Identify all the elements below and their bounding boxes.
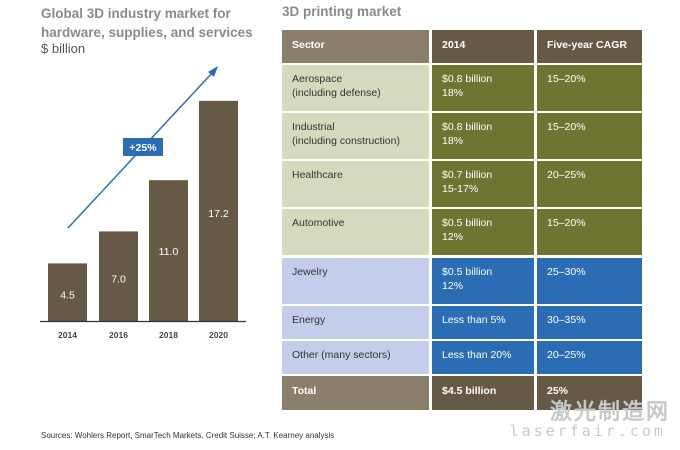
table-row-cagr: 15–20% <box>537 209 642 255</box>
bar-2014 <box>48 263 87 321</box>
table-row-value: $0.5 billion 12% <box>432 258 534 304</box>
watermark-logo: 激光制造网 <box>549 399 670 424</box>
table-row-cagr: 15–20% <box>537 113 642 159</box>
data-label: 11.0 <box>159 246 179 258</box>
table-row-value: $0.8 billion 18% <box>432 65 534 111</box>
table-row-cagr: 25–30% <box>537 258 642 304</box>
table-row-value: $0.8 billion 18% <box>432 113 534 159</box>
table-row-value: Less than 20% <box>432 341 534 374</box>
table-row-sector: Aerospace (including defense) <box>282 65 429 111</box>
data-label: 17.2 <box>208 208 229 220</box>
chart-unit: $ billion <box>41 41 86 56</box>
table-row-value: $0.7 billion 15-17% <box>432 161 534 207</box>
total-label: Total <box>282 376 429 410</box>
header-2014: 2014 <box>432 30 534 63</box>
x-tick-label: 2020 <box>209 330 228 340</box>
cagr-badge-label: +25% <box>129 142 157 154</box>
bar-2018 <box>149 180 188 321</box>
cagr-badge <box>123 138 163 156</box>
footnote: Sources: Wohlers Report, SmarTech Market… <box>41 431 335 440</box>
table-row-value: $0.5 billion 12% <box>432 209 534 255</box>
chart-title: Global 3D industry market for hardware, … <box>41 6 253 40</box>
bar-2020 <box>199 100 238 321</box>
bar-2016 <box>99 231 138 321</box>
x-tick-label: 2018 <box>159 330 178 340</box>
table-row-sector: Jewelry <box>282 258 429 304</box>
bar-chart: 4.5 2014 7.0 2016 11.0 2018 17.2 2020 +25% <box>40 66 246 340</box>
data-label: 4.5 <box>60 289 75 301</box>
table-row-cagr: 20–25% <box>537 341 642 374</box>
x-tick-label: 2016 <box>109 330 128 340</box>
x-tick-label: 2014 <box>58 330 77 340</box>
table-row-cagr: 30–35% <box>537 306 642 339</box>
header-sector: Sector <box>282 30 429 63</box>
table-row-sector: Healthcare <box>282 161 429 207</box>
total-cagr: 25% <box>537 376 642 410</box>
total-value: $4.5 billion <box>432 376 534 410</box>
table-row-sector: Automotive <box>282 209 429 255</box>
table-row-sector: Other (many sectors) <box>282 341 429 374</box>
header-cagr: Five-year CAGR <box>537 30 642 63</box>
data-label: 7.0 <box>111 273 126 285</box>
table-title: 3D printing market <box>282 4 402 19</box>
table-row-sector: Industrial (including construction) <box>282 113 429 159</box>
arrow-head <box>208 66 218 77</box>
table-row-cagr: 15–20% <box>537 65 642 111</box>
table-row-cagr: 20–25% <box>537 161 642 207</box>
watermark-url: laserfair.com <box>509 422 666 440</box>
table-row-sector: Energy <box>282 306 429 339</box>
table-row-value: Less than 5% <box>432 306 534 339</box>
